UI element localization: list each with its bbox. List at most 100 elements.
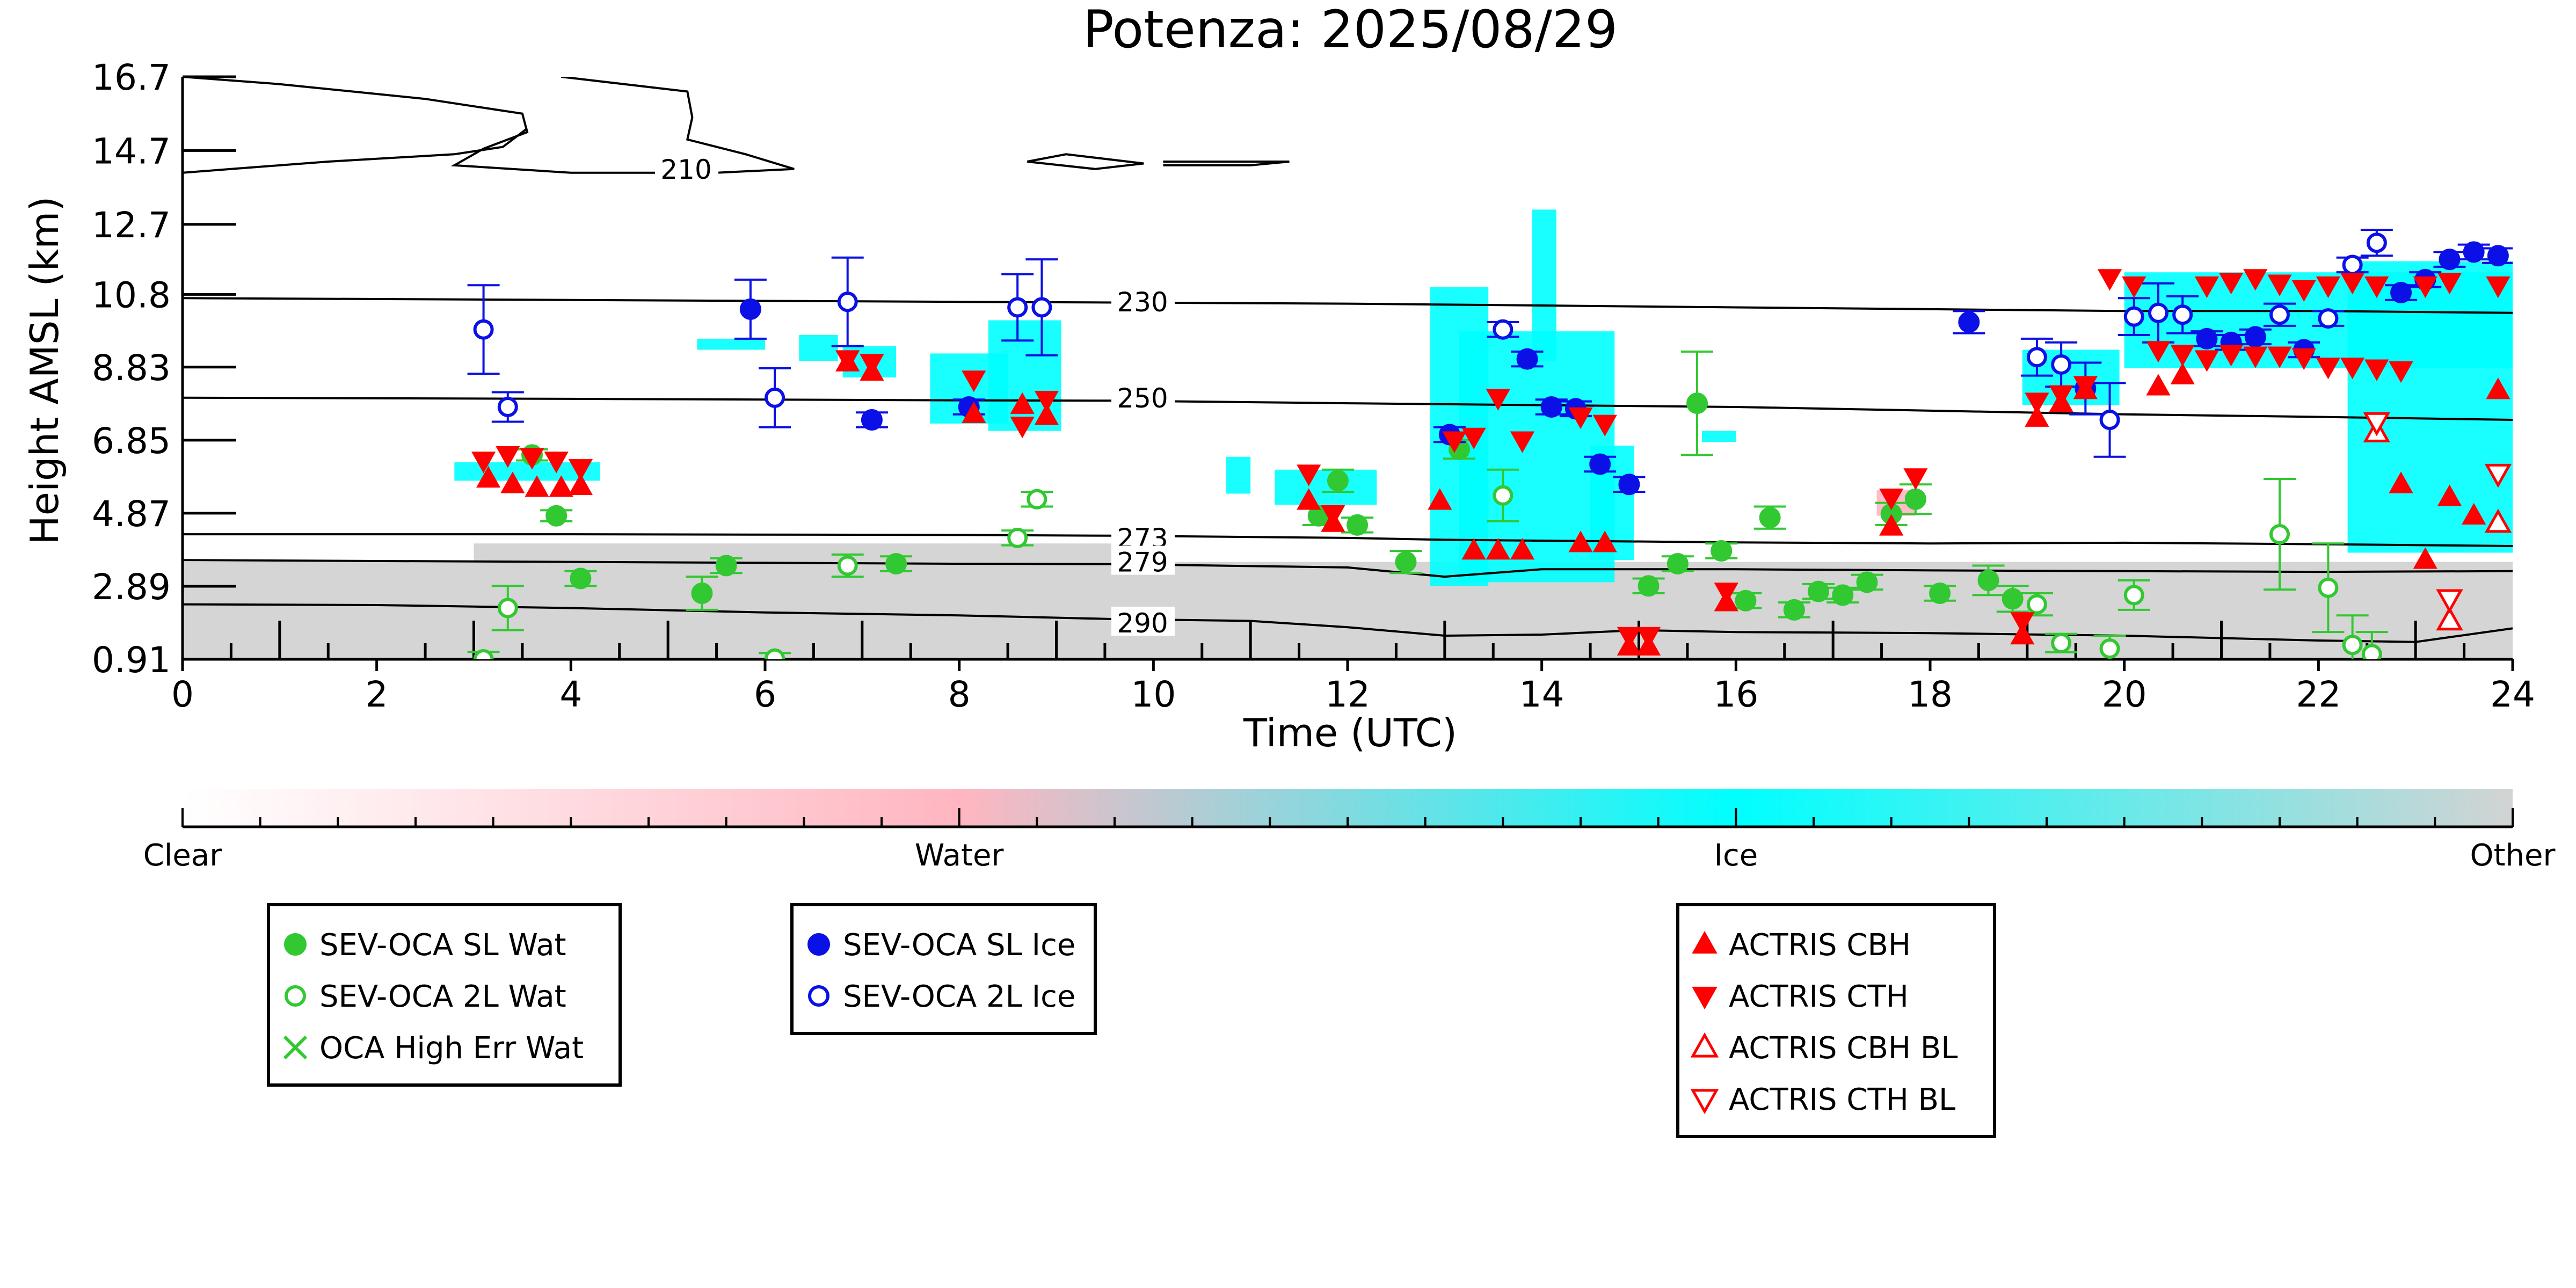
legend-marker xyxy=(807,933,830,956)
data-point xyxy=(1832,584,1854,606)
x-tick-label: 20 xyxy=(2102,674,2147,715)
data-point xyxy=(1321,505,1345,527)
data-point xyxy=(2123,306,2144,327)
data-point xyxy=(2194,276,2220,299)
legend-3: ACTRIS CBH ACTRIS CTH ACTRIS CBH BL ACTRIS … xyxy=(1676,903,1996,1138)
data-point xyxy=(715,555,737,577)
data-point xyxy=(1929,583,1951,605)
x-tick-label: 0 xyxy=(171,674,194,715)
data-point xyxy=(1510,431,1535,453)
legend-marker xyxy=(283,1035,308,1060)
data-point xyxy=(2146,341,2171,363)
x-tick-label: 14 xyxy=(1519,674,1564,715)
data-point xyxy=(1031,297,1052,318)
legend-marker xyxy=(1692,930,1718,954)
contour-label-279: 279 xyxy=(1117,547,1168,578)
data-point xyxy=(2364,276,2389,299)
data-point xyxy=(1568,407,1593,430)
y-tick-label: 0.91 xyxy=(92,639,171,681)
colorbar-label: Other xyxy=(2470,838,2556,873)
chart-title: Potenza: 2025/08/29 xyxy=(1083,0,1618,60)
contour-210 xyxy=(1027,153,1144,170)
contour-label-bg xyxy=(1111,381,1175,411)
data-point xyxy=(861,409,883,431)
legend-label: SEV-OCA SL Ice xyxy=(843,928,1075,963)
data-point xyxy=(2342,635,2363,656)
legend-label: ACTRIS CBH BL xyxy=(1729,1031,1958,1066)
contour-label-230: 230 xyxy=(1117,287,1168,318)
data-point xyxy=(2002,588,2024,610)
data-point xyxy=(2463,241,2485,263)
legend-frame xyxy=(267,903,622,1087)
data-point xyxy=(1010,417,1035,439)
legend-label: ACTRIS CBH xyxy=(1729,928,1911,963)
data-point xyxy=(1395,551,1417,573)
data-point xyxy=(2099,410,2120,431)
data-point xyxy=(1879,489,1904,511)
data-point xyxy=(2291,280,2316,302)
x-tick-label: 8 xyxy=(948,674,971,715)
legend-1: SEV-OCA SL Wat SEV-OCA 2L Wat OCA High Err… xyxy=(267,903,622,1087)
data-point xyxy=(544,452,569,474)
series-sev-oca-2l-ice xyxy=(467,229,2393,458)
data-point xyxy=(2269,304,2290,325)
y-tick-label: 14.7 xyxy=(92,130,171,172)
data-point xyxy=(2366,232,2387,253)
data-point xyxy=(568,473,593,495)
y-tick-label: 12.7 xyxy=(92,205,171,246)
data-point xyxy=(1428,488,1452,510)
phase-region-ice xyxy=(1226,456,1251,494)
data-point xyxy=(1486,389,1510,411)
colorbar-label: Water xyxy=(915,838,1005,873)
y-tick-label: 6.85 xyxy=(92,420,171,462)
data-point xyxy=(2340,273,2365,295)
colorbar-label: Ice xyxy=(1714,838,1758,873)
data-point xyxy=(568,459,593,481)
data-point xyxy=(2010,612,2035,634)
y-tick-label: 10.8 xyxy=(92,274,171,316)
data-point xyxy=(1461,427,1486,449)
data-point xyxy=(520,448,544,470)
data-point xyxy=(2073,376,2098,398)
data-point xyxy=(1347,514,1369,536)
data-point xyxy=(2123,585,2144,606)
data-point xyxy=(2316,276,2341,299)
data-point xyxy=(1903,468,1928,490)
contour-label-290: 290 xyxy=(1117,608,1168,639)
phase-region-ice xyxy=(697,338,765,350)
data-point xyxy=(2486,276,2510,299)
data-point xyxy=(471,452,496,474)
contour-label-bg xyxy=(1111,545,1175,575)
data-point xyxy=(2026,594,2047,615)
data-point xyxy=(545,505,567,527)
data-point xyxy=(1034,391,1059,413)
data-point xyxy=(2487,245,2509,267)
legend-marker xyxy=(285,985,306,1007)
y-axis-label: Height AMSL (km) xyxy=(22,197,67,545)
x-tick-label: 2 xyxy=(366,674,388,715)
phase-region-ice xyxy=(1702,431,1736,442)
data-point xyxy=(1461,538,1486,560)
data-point xyxy=(1007,527,1028,548)
data-point xyxy=(2462,503,2486,525)
data-point xyxy=(2439,249,2461,271)
data-point xyxy=(1486,538,1510,560)
data-point xyxy=(1856,571,1878,593)
phase-region-ice xyxy=(2347,261,2513,553)
data-point xyxy=(2363,412,2390,436)
data-point xyxy=(1442,431,1467,453)
data-point xyxy=(1714,583,1738,605)
data-point xyxy=(2172,304,2193,325)
data-point xyxy=(765,387,785,408)
data-point xyxy=(1667,553,1689,575)
legend-label: SEV-OCA 2L Wat xyxy=(319,979,566,1014)
data-point xyxy=(2267,346,2292,368)
legend-marker xyxy=(1690,1032,1719,1058)
legend-frame xyxy=(790,903,1097,1035)
data-point xyxy=(2025,392,2049,414)
x-tick-label: 24 xyxy=(2490,674,2535,715)
data-point xyxy=(739,298,761,320)
data-point xyxy=(2049,385,2073,407)
data-point xyxy=(2436,606,2463,631)
